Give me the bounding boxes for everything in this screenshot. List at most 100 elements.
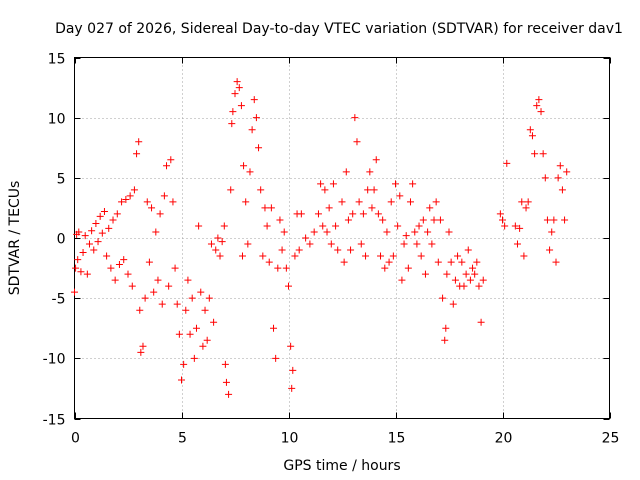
data-point [207,240,215,248]
y-tick-label: 10 [48,112,66,128]
data-point [154,276,162,284]
data-point [546,246,554,254]
data-point [479,276,487,284]
data-point [537,108,545,116]
data-point [447,258,455,266]
data-point [496,210,504,218]
data-point [90,246,98,254]
data-point [180,360,188,368]
data-point [77,268,85,276]
data-point [184,276,192,284]
data-point [325,204,333,212]
data-point [368,204,376,212]
data-point [188,294,196,302]
data-point [103,252,111,260]
data-point [338,198,346,206]
data-point [415,222,423,230]
data-point [475,282,483,290]
data-point [432,198,440,206]
data-point [511,222,519,230]
data-point [310,228,318,236]
data-point [392,180,399,188]
data-point [120,256,128,264]
data-point [92,220,100,228]
data-point [115,260,123,268]
data-point [220,222,228,230]
data-point [261,204,269,212]
data-point [556,162,564,170]
x-tick-label: 25 [602,431,620,447]
data-point [454,252,462,260]
data-point [297,210,305,218]
data-point [471,270,479,278]
data-point [434,258,442,266]
data-point [535,96,543,104]
y-tick-label: 5 [57,172,66,188]
grid-lines [74,57,610,419]
data-point [137,348,145,356]
data-point [522,204,530,212]
data-point [501,222,509,230]
data-point [71,288,78,296]
data-point [182,306,190,314]
data-point [436,216,444,224]
data-point [242,198,250,206]
data-point [199,342,207,350]
data-point [278,246,286,254]
data-point [385,258,393,266]
data-point [561,216,569,224]
data-point [270,324,278,332]
data-point [214,234,222,242]
data-point [72,264,80,272]
data-point [387,198,395,206]
data-point [355,198,363,206]
data-point [79,248,87,256]
data-point [541,174,549,182]
data-point [274,264,282,272]
data-point [295,246,303,254]
data-point [426,204,434,212]
data-point [291,252,299,260]
data-point [372,156,380,164]
data-point [244,240,252,248]
data-point [366,168,374,176]
data-point [531,150,539,158]
data-point [139,342,147,350]
data-point [469,264,477,272]
data-point [342,168,350,176]
data-point [229,108,237,116]
data-point [402,232,410,240]
data-point [513,240,521,248]
data-point [287,342,295,350]
data-point [238,252,246,260]
data-point [74,256,82,264]
data-point [499,216,506,224]
data-point [173,300,181,308]
data-point [169,198,177,206]
data-point [240,162,248,170]
data-point [404,264,412,272]
data-point [158,300,166,308]
data-point [357,240,365,248]
data-point [237,102,245,110]
data-point [539,150,547,158]
data-point [439,294,447,302]
data-point [231,90,239,98]
data-point [466,276,474,284]
data-point [235,84,243,92]
data-point [246,168,254,176]
data-point [218,238,226,246]
data-point [272,354,280,362]
data-point [319,222,327,230]
data-point [107,264,115,272]
data-point [156,210,164,218]
data-point [152,228,160,236]
data-point [190,354,198,362]
data-point [442,324,450,332]
data-point [413,240,421,248]
chart-title: Day 027 of 2026, Sidereal Day-to-day VTE… [55,21,623,37]
data-point [105,224,113,232]
data-point [443,270,451,278]
data-point [96,212,104,220]
data-point [359,210,367,218]
